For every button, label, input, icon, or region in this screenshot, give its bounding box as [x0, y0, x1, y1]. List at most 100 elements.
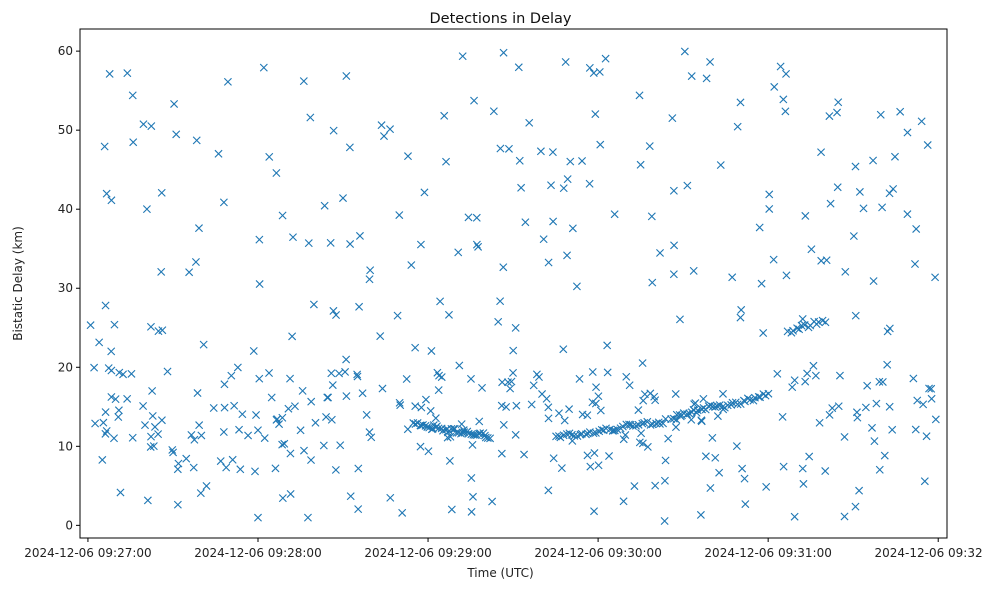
- data-point: [362, 410, 371, 419]
- data-point: [547, 181, 556, 190]
- data-point: [439, 426, 448, 435]
- data-point: [578, 156, 587, 165]
- data-point: [925, 384, 934, 393]
- data-point: [520, 450, 529, 459]
- x-tick-label: 2024-12-06 09:30:00: [534, 546, 661, 560]
- data-point: [853, 413, 862, 422]
- data-point: [634, 406, 643, 415]
- data-point: [423, 423, 432, 432]
- data-point: [911, 425, 920, 434]
- data-point: [303, 513, 312, 522]
- data-point: [923, 141, 932, 150]
- data-point: [687, 415, 696, 424]
- data-point: [590, 449, 599, 458]
- data-point: [770, 82, 779, 91]
- data-point: [635, 438, 644, 447]
- data-point: [903, 210, 912, 219]
- data-point: [544, 403, 553, 412]
- data-point: [353, 372, 362, 381]
- data-point: [259, 63, 268, 72]
- y-tick-label: 50: [58, 123, 73, 137]
- data-point: [327, 415, 336, 424]
- data-point: [639, 396, 648, 405]
- data-point: [219, 198, 228, 207]
- data-point: [168, 445, 177, 454]
- data-point: [464, 213, 473, 222]
- data-point: [286, 374, 295, 383]
- data-point: [503, 378, 512, 387]
- data-point: [341, 367, 350, 376]
- data-point: [568, 224, 577, 233]
- data-point: [669, 186, 678, 195]
- data-point: [782, 271, 791, 280]
- data-point: [903, 128, 912, 137]
- data-point: [488, 497, 497, 506]
- data-point: [878, 377, 887, 386]
- data-point: [286, 449, 295, 458]
- data-point: [755, 223, 764, 232]
- data-point: [476, 429, 485, 438]
- data-point: [636, 160, 645, 169]
- data-point: [821, 318, 830, 327]
- data-point: [253, 513, 262, 522]
- data-point: [621, 431, 630, 440]
- data-point: [169, 448, 178, 457]
- data-point: [141, 421, 149, 430]
- data-point: [859, 204, 868, 213]
- data-point: [358, 389, 367, 398]
- data-point: [386, 125, 395, 134]
- data-point: [669, 414, 678, 423]
- data-point: [342, 355, 351, 364]
- data-point: [509, 346, 518, 355]
- data-point: [773, 369, 782, 378]
- data-point: [418, 420, 427, 429]
- data-point: [185, 268, 194, 277]
- data-point: [420, 188, 429, 197]
- data-point: [478, 383, 486, 392]
- data-point: [807, 245, 816, 254]
- data-point: [676, 412, 685, 421]
- data-point: [298, 386, 307, 395]
- data-point: [142, 205, 151, 214]
- data-point: [565, 405, 574, 414]
- data-point: [127, 369, 136, 378]
- data-point: [380, 132, 388, 141]
- data-point: [504, 144, 513, 153]
- data-point: [431, 414, 440, 423]
- data-point: [272, 415, 281, 424]
- data-point: [365, 428, 374, 437]
- data-point: [464, 429, 473, 438]
- data-point: [509, 368, 518, 377]
- data-point: [123, 69, 132, 78]
- data-point: [444, 310, 453, 319]
- data-point: [407, 261, 416, 270]
- data-point: [434, 424, 443, 433]
- data-point: [817, 256, 826, 265]
- data-point: [187, 430, 196, 439]
- data-point: [306, 113, 315, 122]
- data-point: [506, 384, 515, 393]
- data-point: [146, 442, 155, 451]
- data-point: [472, 240, 481, 249]
- data-point: [769, 255, 778, 264]
- data-point: [779, 95, 788, 104]
- data-point: [311, 418, 320, 427]
- data-point: [443, 428, 452, 437]
- data-point: [411, 420, 420, 429]
- data-point: [128, 91, 137, 100]
- data-point: [446, 432, 455, 441]
- data-point: [589, 429, 598, 438]
- data-point: [781, 107, 790, 116]
- data-point: [585, 179, 594, 188]
- data-point: [581, 430, 590, 439]
- data-point: [395, 398, 404, 407]
- data-point: [426, 406, 435, 415]
- data-point: [260, 434, 269, 443]
- data-point: [429, 421, 438, 430]
- data-point: [825, 112, 834, 121]
- data-point: [182, 454, 191, 463]
- data-point: [575, 374, 584, 383]
- data-point: [762, 482, 771, 491]
- data-point: [630, 482, 639, 491]
